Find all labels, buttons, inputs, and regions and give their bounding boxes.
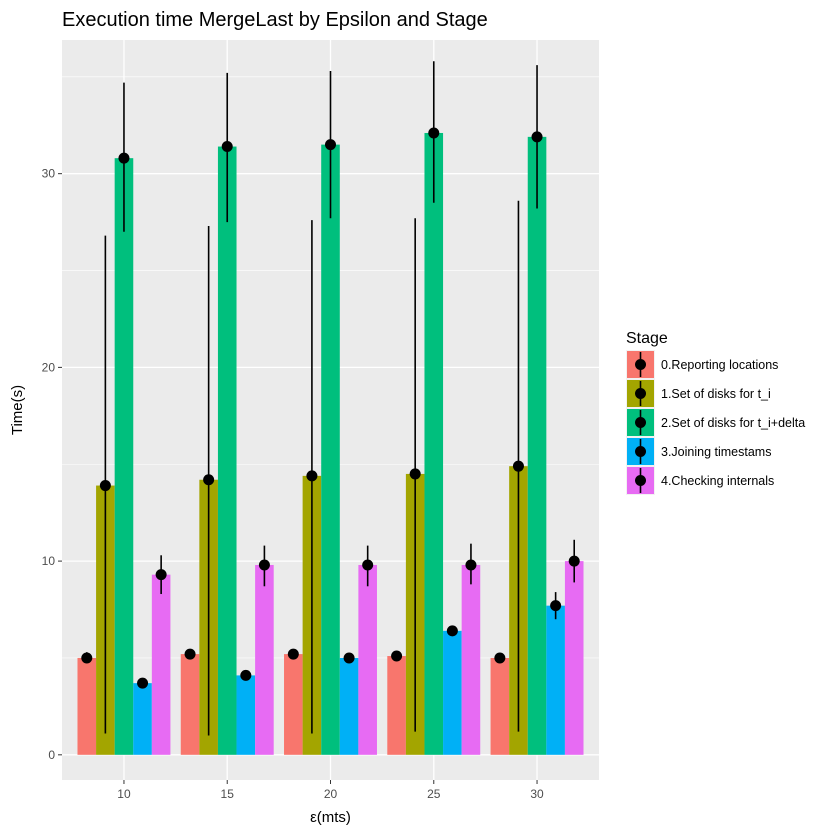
data-point — [550, 600, 562, 612]
data-point — [325, 139, 336, 151]
data-point — [184, 648, 196, 660]
points — [81, 127, 580, 689]
data-point — [512, 460, 524, 472]
data-point — [306, 470, 318, 482]
x-tick-label: 10 — [117, 787, 131, 801]
bar — [77, 657, 97, 755]
data-point — [155, 569, 167, 581]
legend-label: 0.Reporting locations — [661, 358, 778, 372]
bar — [358, 564, 377, 755]
x-axis: 10 15 20 25 30 — [117, 780, 544, 801]
bar — [424, 132, 444, 755]
data-point — [494, 652, 506, 664]
y-tick-label: 30 — [42, 167, 56, 181]
data-point — [409, 468, 421, 480]
data-point — [221, 141, 233, 153]
bar — [255, 564, 274, 755]
y-tick-label: 10 — [42, 554, 56, 568]
legend-point-glyph — [635, 475, 646, 486]
y-tick-label: 0 — [48, 748, 55, 762]
x-tick-label: 20 — [324, 787, 338, 801]
legend-point-glyph — [635, 446, 646, 457]
data-point — [391, 650, 403, 662]
legend-label: 1.Set of disks for t_i — [661, 387, 771, 401]
data-point — [287, 648, 299, 660]
data-point — [362, 559, 374, 571]
data-point — [118, 152, 130, 164]
bar — [321, 144, 340, 755]
data-point — [203, 474, 215, 486]
data-point — [531, 131, 543, 143]
legend-title: Stage — [626, 330, 668, 347]
bar — [114, 158, 134, 755]
data-point — [465, 559, 477, 571]
bar — [461, 564, 481, 755]
bar — [339, 657, 359, 755]
y-axis: 0 10 20 30 — [42, 167, 62, 762]
legend-point-glyph — [635, 417, 646, 428]
bar — [387, 656, 406, 755]
data-point — [137, 677, 149, 689]
bar — [490, 657, 510, 755]
bar — [217, 146, 237, 755]
data-point — [81, 652, 93, 664]
data-point — [428, 127, 440, 139]
x-axis-title: ε(mts) — [310, 809, 351, 826]
bar — [527, 136, 547, 755]
legend-label: 3.Joining timestams — [661, 445, 771, 459]
bar — [284, 654, 303, 755]
data-point — [343, 652, 355, 664]
data-point — [446, 625, 458, 637]
legend-label: 2.Set of disks for t_i+delta — [661, 416, 805, 430]
legend-point-glyph — [635, 388, 646, 399]
y-tick-label: 20 — [42, 360, 56, 374]
x-tick-label: 30 — [530, 787, 544, 801]
chart-title: Execution time MergeLast by Epsilon and … — [62, 9, 488, 31]
bar — [180, 654, 200, 755]
bar — [564, 561, 584, 755]
data-point — [568, 555, 580, 567]
x-tick-label: 25 — [427, 787, 441, 801]
bar — [236, 675, 256, 755]
bar — [546, 605, 565, 755]
legend: Stage 0.Reporting locations 1.Set of disk… — [626, 330, 805, 495]
x-tick-label: 15 — [221, 787, 235, 801]
y-axis-title: Time(s) — [9, 385, 26, 435]
data-point — [258, 559, 270, 571]
data-point — [99, 480, 111, 492]
legend-point-glyph — [635, 359, 646, 370]
bar — [133, 683, 152, 755]
legend-label: 4.Checking internals — [661, 474, 774, 488]
bar — [151, 574, 171, 755]
data-point — [240, 669, 252, 681]
bar — [443, 630, 462, 755]
